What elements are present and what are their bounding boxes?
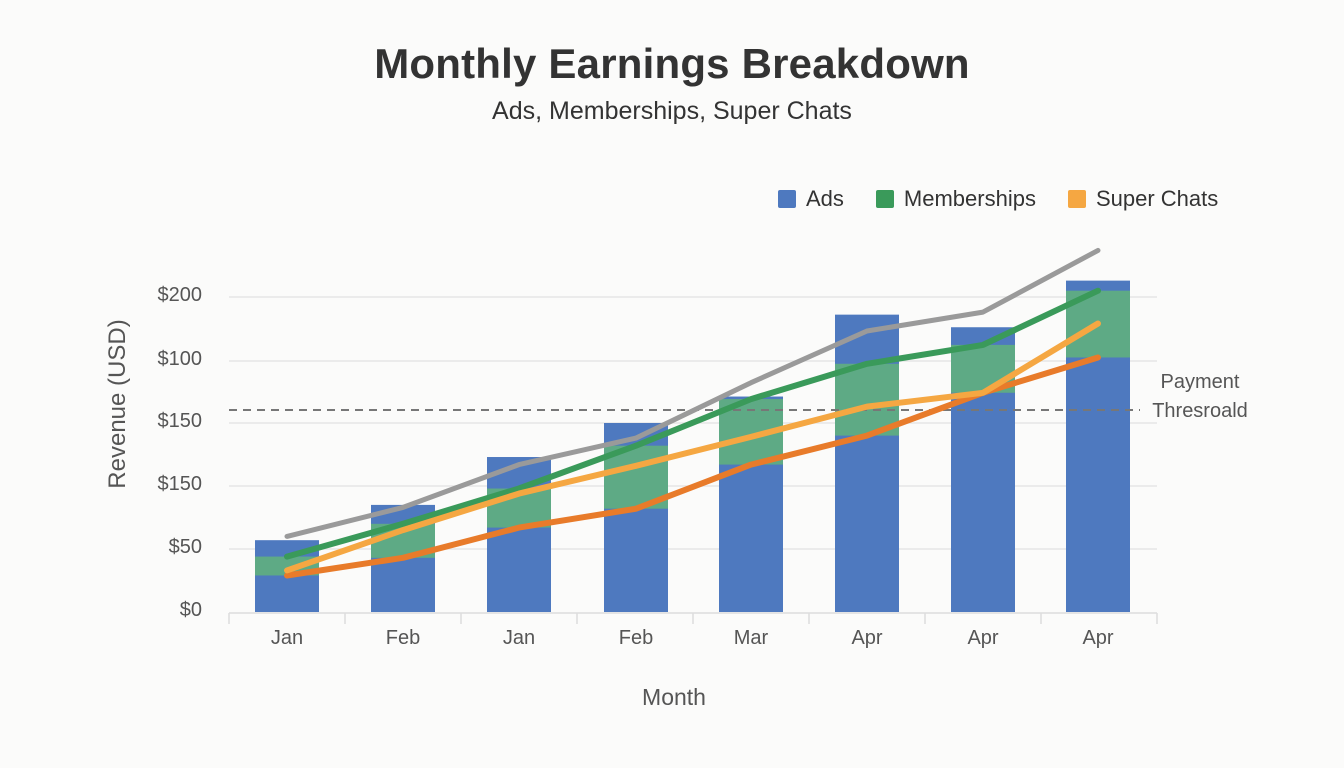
legend-label-memberships: Memberships: [903, 186, 1036, 211]
x-axis: [228, 612, 1158, 624]
chart-title: Monthly Earnings Breakdown: [374, 40, 970, 87]
super-chats-line: [284, 320, 1101, 574]
legend-label-super-chats: Super Chats: [1095, 186, 1219, 211]
x-tick-label: Apr: [1082, 627, 1114, 649]
memberships-line: [284, 287, 1101, 560]
legend: Ads Memberships Super Chats: [778, 186, 1218, 212]
x-tick-label: Jan: [270, 627, 304, 649]
x-tick-label: Mar: [733, 627, 769, 649]
y-tick-label: $0: [179, 599, 202, 621]
legend-item-super-chats[interactable]: Super Chats: [1067, 186, 1219, 212]
y-tick-label: $200: [157, 284, 203, 306]
legend-label-ads: Ads: [806, 186, 844, 211]
chart-subtitle: Ads, Memberships, Super Chats: [492, 97, 852, 125]
memberships-fill-segment: [835, 363, 899, 436]
x-tick-label: Apr: [851, 627, 883, 649]
x-tick-label: Apr: [967, 627, 999, 649]
x-tick-label: Feb: [385, 627, 421, 649]
threshold-label: Payment Thresroald: [1140, 368, 1260, 426]
orange-line: [284, 354, 1101, 579]
y-tick-label: $50: [168, 536, 202, 558]
memberships-swatch-icon: [875, 190, 894, 208]
legend-item-ads[interactable]: Ads: [778, 186, 844, 212]
total-line: [284, 247, 1101, 539]
x-axis-label: Month: [642, 684, 706, 710]
threshold-label-line2: Thresroald: [1152, 400, 1248, 422]
y-tick-label: $100: [157, 348, 203, 370]
x-tick-label: Feb: [618, 627, 654, 649]
ads-swatch-icon: [778, 190, 796, 208]
x-tick-label: Jan: [502, 627, 536, 649]
series-lines: [284, 247, 1101, 579]
y-tick-label: $150: [157, 473, 203, 495]
legend-item-memberships[interactable]: Memberships: [875, 186, 1036, 212]
threshold-label-line1: Payment: [1160, 371, 1240, 393]
super-chats-swatch-icon: [1067, 190, 1086, 208]
y-tick-label: $150: [157, 410, 203, 432]
